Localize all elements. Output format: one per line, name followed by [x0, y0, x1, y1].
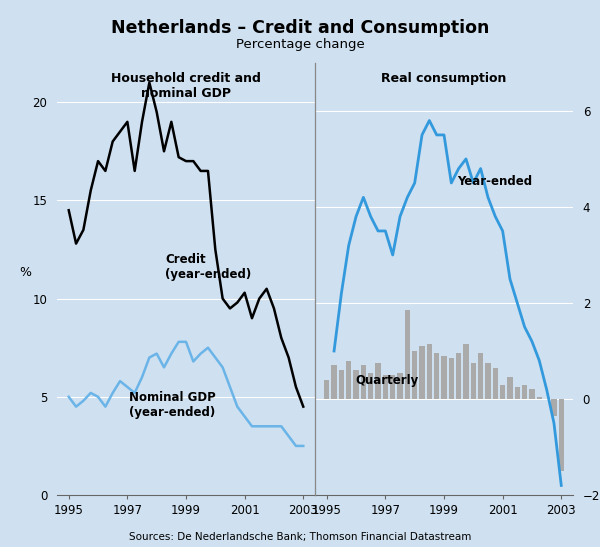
- Text: Nominal GDP
(year-ended): Nominal GDP (year-ended): [129, 391, 216, 420]
- Text: Quarterly: Quarterly: [356, 374, 419, 387]
- Bar: [412, 351, 418, 399]
- Bar: [508, 377, 512, 399]
- Bar: [434, 353, 439, 399]
- Bar: [368, 373, 373, 399]
- Bar: [470, 363, 476, 399]
- Bar: [346, 360, 352, 399]
- Bar: [353, 370, 359, 399]
- Bar: [559, 399, 564, 471]
- Bar: [361, 365, 366, 399]
- Bar: [551, 399, 557, 416]
- Bar: [463, 344, 469, 399]
- Bar: [536, 397, 542, 399]
- Bar: [522, 385, 527, 399]
- Bar: [500, 385, 505, 399]
- Bar: [515, 387, 520, 399]
- Text: Netherlands – Credit and Consumption: Netherlands – Credit and Consumption: [111, 19, 489, 37]
- Bar: [529, 389, 535, 399]
- Bar: [405, 310, 410, 399]
- Bar: [339, 370, 344, 399]
- Bar: [383, 375, 388, 399]
- Bar: [390, 375, 395, 399]
- Text: Year-ended: Year-ended: [457, 175, 532, 188]
- Bar: [485, 363, 491, 399]
- Bar: [419, 346, 425, 399]
- Bar: [456, 353, 461, 399]
- Text: Sources: De Nederlandsche Bank; Thomson Financial Datastream: Sources: De Nederlandsche Bank; Thomson …: [129, 532, 471, 542]
- Bar: [397, 373, 403, 399]
- Bar: [449, 358, 454, 399]
- Text: Percentage change: Percentage change: [236, 38, 364, 51]
- Bar: [427, 344, 432, 399]
- Bar: [493, 368, 498, 399]
- Text: Real consumption: Real consumption: [382, 72, 506, 85]
- Bar: [442, 356, 446, 399]
- Bar: [331, 365, 337, 399]
- Bar: [376, 363, 380, 399]
- Bar: [324, 380, 329, 399]
- Text: Credit
(year-ended): Credit (year-ended): [166, 253, 251, 281]
- Y-axis label: %: %: [19, 266, 31, 279]
- Bar: [478, 353, 483, 399]
- Text: Household credit and
nominal GDP: Household credit and nominal GDP: [111, 72, 261, 100]
